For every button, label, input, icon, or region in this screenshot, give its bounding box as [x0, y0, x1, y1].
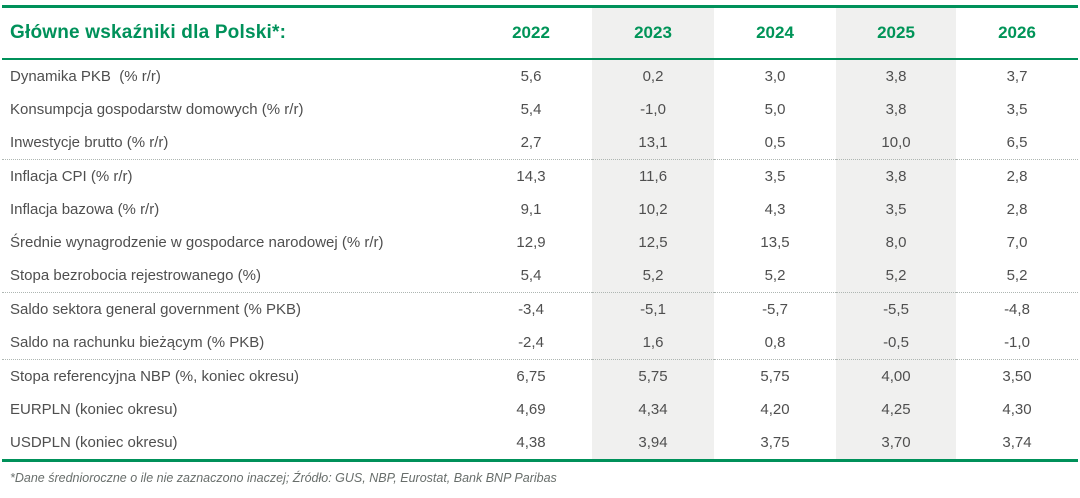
year-header-2025: 2025 — [836, 6, 956, 60]
row-value: 0,5 — [714, 126, 836, 160]
indicators-table: Główne wskaźniki dla Polski*: 2022 2023 … — [2, 5, 1078, 462]
row-value: 10,0 — [836, 126, 956, 160]
row-value: 3,8 — [885, 101, 907, 118]
row-value: 8,0 — [885, 234, 907, 251]
row-value: 3,8 — [885, 68, 907, 85]
row-value: 3,94 — [638, 434, 668, 451]
row-value: 3,8 — [885, 168, 907, 185]
row-label: Inflacja CPI (% r/r) — [10, 168, 133, 185]
row-value: 3,5 — [1006, 101, 1028, 118]
row-value: -3,4 — [518, 301, 544, 318]
row-value: 5,2 — [714, 259, 836, 293]
year-header-2023: 2023 — [592, 6, 714, 60]
table-row: Saldo na rachunku bieżącym (% PKB) -2,4 … — [2, 326, 1078, 360]
row-label: Dynamika PKB (% r/r) — [10, 68, 161, 85]
row-value: 3,70 — [881, 434, 911, 451]
row-value: 13,1 — [592, 126, 714, 160]
row-value: 7,0 — [1006, 234, 1028, 251]
row-value: 3,74 — [1002, 434, 1032, 451]
table-row: Stopa referencyjna NBP (%, koniec okresu… — [2, 360, 1078, 394]
row-value: -2,4 — [470, 326, 592, 360]
row-value: 14,3 — [516, 168, 546, 185]
row-value: 2,7 — [470, 126, 592, 160]
table-row: Inflacja CPI (% r/r) 14,3 11,6 3,5 3,8 2… — [2, 160, 1078, 194]
row-value: 13,5 — [760, 234, 790, 251]
row-value: 5,4 — [470, 259, 592, 293]
row-value: 5,2 — [836, 259, 956, 293]
row-value: -5,1 — [640, 301, 666, 318]
row-value: -0,5 — [836, 326, 956, 360]
row-label: Inwestycje brutto (% r/r) — [2, 126, 470, 160]
row-value: 4,25 — [881, 401, 911, 418]
row-value: 11,6 — [638, 168, 668, 185]
year-header-2026: 2026 — [956, 6, 1078, 60]
row-label: Inflacja bazowa (% r/r) — [10, 201, 160, 218]
table-row: Inwestycje brutto (% r/r) 2,7 13,1 0,5 1… — [2, 126, 1078, 160]
table-row: Inflacja bazowa (% r/r) 9,1 10,2 4,3 3,5… — [2, 193, 1078, 226]
row-value: 2,8 — [1006, 168, 1028, 185]
row-value: 4,00 — [881, 368, 911, 385]
row-value: 5,75 — [760, 368, 790, 385]
row-value: 2,8 — [1006, 201, 1028, 218]
row-label: Średnie wynagrodzenie w gospodarce narod… — [10, 234, 384, 251]
row-value: 3,0 — [764, 68, 786, 85]
table-row: Średnie wynagrodzenie w gospodarce narod… — [2, 226, 1078, 259]
row-label: Konsumpcja gospodarstw domowych (% r/r) — [10, 101, 304, 118]
year-header-2022: 2022 — [470, 6, 592, 60]
year-header-2024: 2024 — [714, 6, 836, 60]
row-value: 1,6 — [592, 326, 714, 360]
row-value: -1,0 — [640, 101, 666, 118]
row-value: 12,9 — [516, 234, 546, 251]
table-row: EURPLN (koniec okresu) 4,69 4,34 4,20 4,… — [2, 393, 1078, 426]
row-label: USDPLN (koniec okresu) — [10, 434, 178, 451]
row-value: 5,2 — [592, 259, 714, 293]
row-value: -4,8 — [1004, 301, 1030, 318]
table-row: Saldo sektora general government (% PKB)… — [2, 293, 1078, 327]
row-value: 5,6 — [520, 68, 542, 85]
header-row: Główne wskaźniki dla Polski*: 2022 2023 … — [2, 6, 1078, 60]
table-row: Konsumpcja gospodarstw domowych (% r/r) … — [2, 93, 1078, 126]
row-value: 0,2 — [642, 68, 664, 85]
row-value: 4,34 — [638, 401, 668, 418]
row-value: 5,4 — [520, 101, 542, 118]
row-value: 9,1 — [520, 201, 542, 218]
row-value: 5,75 — [638, 368, 668, 385]
row-label: EURPLN (koniec okresu) — [10, 401, 178, 418]
row-value: -5,7 — [762, 301, 788, 318]
table-title: Główne wskaźniki dla Polski*: — [2, 6, 470, 60]
row-value: -5,5 — [883, 301, 909, 318]
footnote: *Dane średnioroczne o ile nie zaznaczono… — [10, 471, 557, 485]
row-value: 4,38 — [516, 434, 546, 451]
row-value: 5,0 — [764, 101, 786, 118]
row-value: -1,0 — [956, 326, 1078, 360]
row-label: Saldo na rachunku bieżącym (% PKB) — [2, 326, 470, 360]
row-label: Stopa bezrobocia rejestrowanego (%) — [2, 259, 470, 293]
row-value: 4,69 — [516, 401, 546, 418]
row-value: 3,75 — [760, 434, 790, 451]
row-label: Saldo sektora general government (% PKB) — [10, 301, 301, 318]
row-value: 4,20 — [760, 401, 790, 418]
row-value: 6,75 — [516, 368, 546, 385]
row-value: 10,2 — [638, 201, 668, 218]
table-row: USDPLN (koniec okresu) 4,38 3,94 3,75 3,… — [2, 426, 1078, 461]
row-value: 3,50 — [1002, 368, 1032, 385]
row-value: 3,5 — [764, 168, 786, 185]
row-value: 3,5 — [885, 201, 907, 218]
row-value: 6,5 — [956, 126, 1078, 160]
table-row: Dynamika PKB (% r/r) 5,6 0,2 3,0 3,8 3,7 — [2, 59, 1078, 93]
row-value: 4,30 — [1002, 401, 1032, 418]
table-row: Stopa bezrobocia rejestrowanego (%) 5,4 … — [2, 259, 1078, 293]
row-value: 0,8 — [714, 326, 836, 360]
row-value: 12,5 — [638, 234, 668, 251]
row-value: 3,7 — [1006, 68, 1028, 85]
row-value: 5,2 — [956, 259, 1078, 293]
row-label: Stopa referencyjna NBP (%, koniec okresu… — [10, 368, 300, 385]
row-value: 4,3 — [764, 201, 786, 218]
